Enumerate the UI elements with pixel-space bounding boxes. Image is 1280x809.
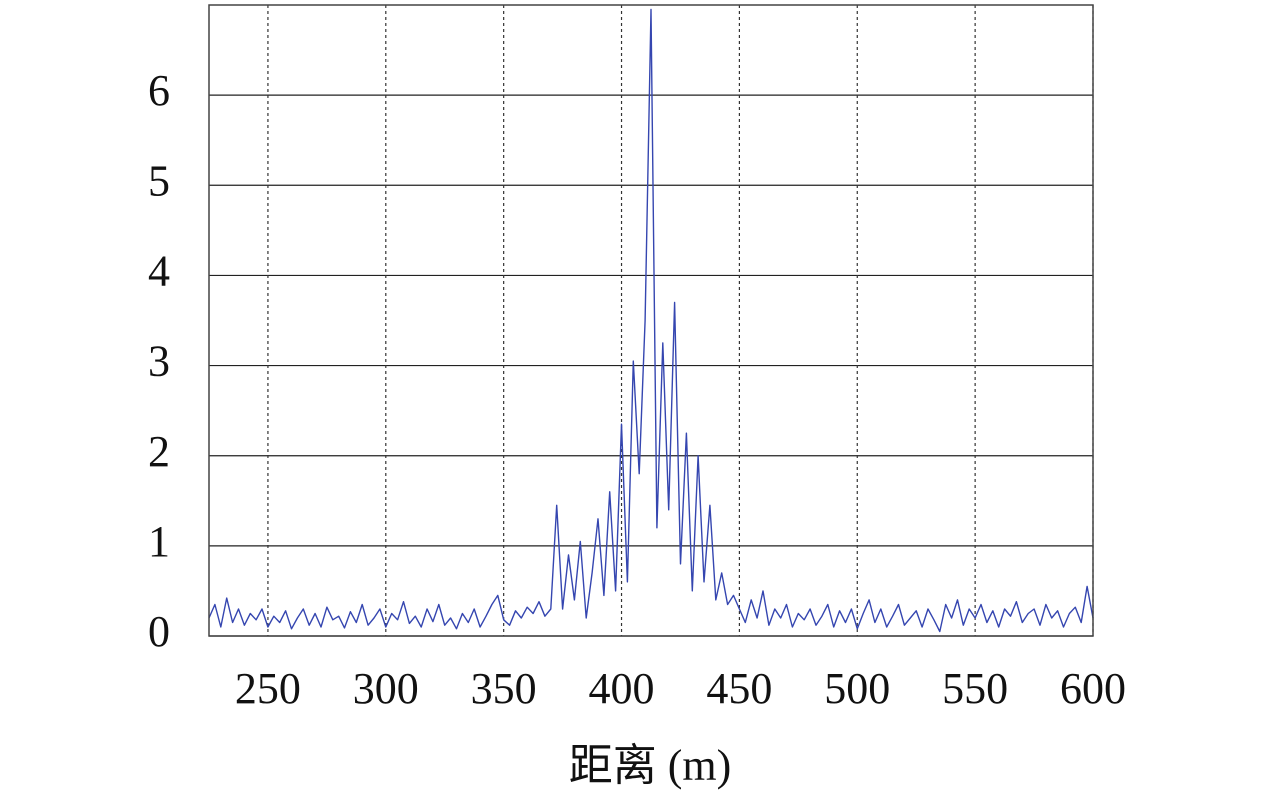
x-tick-label: 350 [471,664,537,713]
x-tick-label: 600 [1060,664,1126,713]
x-tick-label: 400 [589,664,655,713]
y-tick-label: 5 [148,156,170,205]
y-tick-label: 2 [148,427,170,476]
plot-area [209,5,1093,636]
x-tick-label: 300 [353,664,419,713]
x-tick-label: 500 [824,664,890,713]
x-tick-label: 450 [706,664,772,713]
plot-frame [208,4,1094,637]
y-tick-label: 4 [148,247,170,296]
y-tick-label: 6 [148,66,170,115]
y-tick-label: 0 [148,607,170,656]
data-line [208,8,1094,633]
x-axis-label: 距离 (m) [569,741,732,790]
x-tick-label: 250 [235,664,301,713]
y-tick-label: 3 [148,337,170,386]
y-tick-label: 1 [148,517,170,566]
x-tick-label: 550 [942,664,1008,713]
